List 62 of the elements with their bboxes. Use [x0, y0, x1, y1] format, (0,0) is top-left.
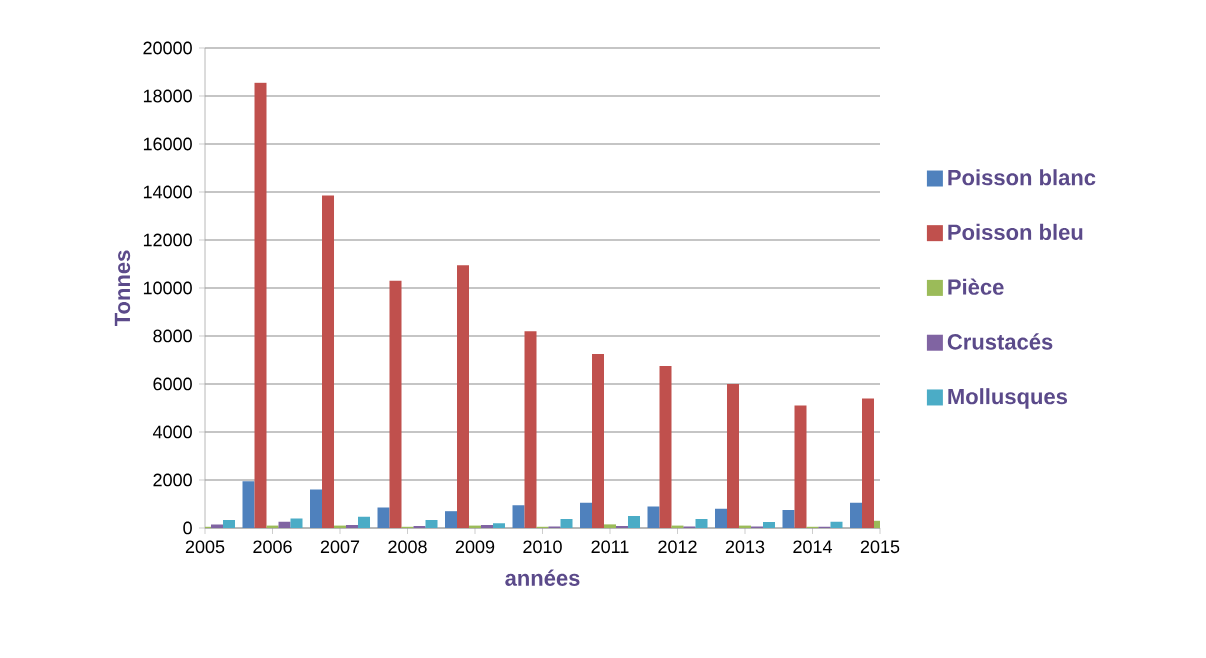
y-tick-label: 0: [183, 521, 192, 535]
x-tick-label: 2014: [793, 540, 832, 554]
y-tick-label: 8000: [153, 329, 192, 343]
x-tick-label: 2010: [523, 540, 562, 554]
x-tick-label: 2009: [455, 540, 495, 554]
legend-label: Pièce: [948, 278, 1004, 295]
legend-label: Crustacés: [947, 333, 1053, 350]
bar: [445, 511, 457, 528]
y-tick-label: 4000: [152, 425, 192, 439]
bar: [604, 524, 616, 528]
legend-label: Poisson blanc: [948, 169, 1096, 186]
bar: [695, 519, 708, 528]
y-tick-label: 20000: [143, 41, 192, 55]
legend-label: Poisson bleu: [948, 223, 1083, 240]
y-tick-label: 16000: [143, 137, 192, 151]
bar: [389, 280, 402, 528]
bar: [223, 520, 236, 528]
bar: [628, 515, 640, 528]
x-tick-label: 2007: [320, 540, 360, 554]
bar: [727, 383, 740, 528]
bar: [278, 521, 291, 528]
bar: [242, 481, 255, 528]
bar: [782, 509, 795, 528]
bar: [763, 521, 776, 528]
bar: [481, 525, 494, 528]
y-tick-label: 14000: [143, 185, 192, 199]
bar: [862, 398, 874, 528]
bar: [493, 523, 505, 528]
bar: [794, 405, 807, 528]
x-tick-label: 2008: [388, 540, 427, 554]
bar: [290, 518, 303, 528]
bar: [457, 265, 469, 528]
bar: [592, 353, 604, 528]
x-axis-title: années: [505, 569, 580, 586]
bar: [560, 519, 573, 528]
bar: [254, 82, 267, 528]
bar: [346, 525, 358, 528]
bar: [524, 331, 537, 528]
bar: [715, 508, 727, 528]
x-tick-label: 2011: [591, 540, 629, 554]
bar: [659, 365, 672, 528]
x-tick-label: 2013: [725, 540, 765, 554]
bar: [425, 520, 438, 528]
bar: [310, 489, 322, 528]
bar: [322, 195, 335, 528]
y-tick-label: 12000: [143, 233, 192, 247]
y-tick-label: 10000: [143, 281, 192, 295]
y-tick-label: 18000: [143, 89, 192, 103]
x-tick-label: 2005: [185, 540, 225, 554]
y-axis-title: Tonnes: [114, 250, 131, 327]
y-tick-label: 2000: [153, 473, 192, 487]
bar: [580, 502, 593, 528]
x-tick-label: 2012: [658, 540, 697, 554]
bar: [358, 516, 371, 528]
x-tick-label: 2015: [860, 540, 900, 554]
bar: [647, 506, 660, 528]
bar: [850, 502, 862, 528]
x-tick-label: 2006: [253, 540, 292, 554]
bar: [512, 505, 525, 528]
legend-label: Mollusques: [948, 388, 1068, 409]
y-tick-label: 6000: [153, 377, 192, 391]
bar: [377, 507, 390, 528]
